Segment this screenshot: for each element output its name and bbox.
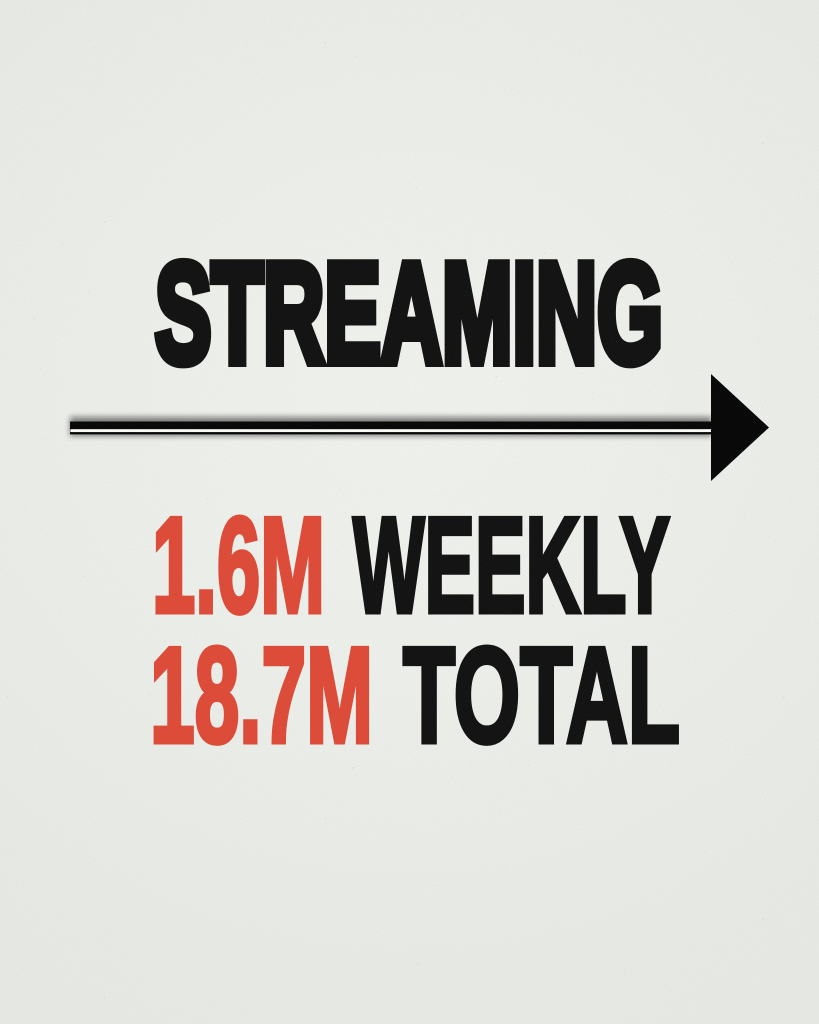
infographic-page: STREAMING 1.6M WEEKLY 18.7M TOTAL <box>0 0 819 1024</box>
paper-grain-overlay <box>0 0 819 1024</box>
infographic-canvas: STREAMING 1.6M WEEKLY 18.7M TOTAL <box>0 0 819 1024</box>
